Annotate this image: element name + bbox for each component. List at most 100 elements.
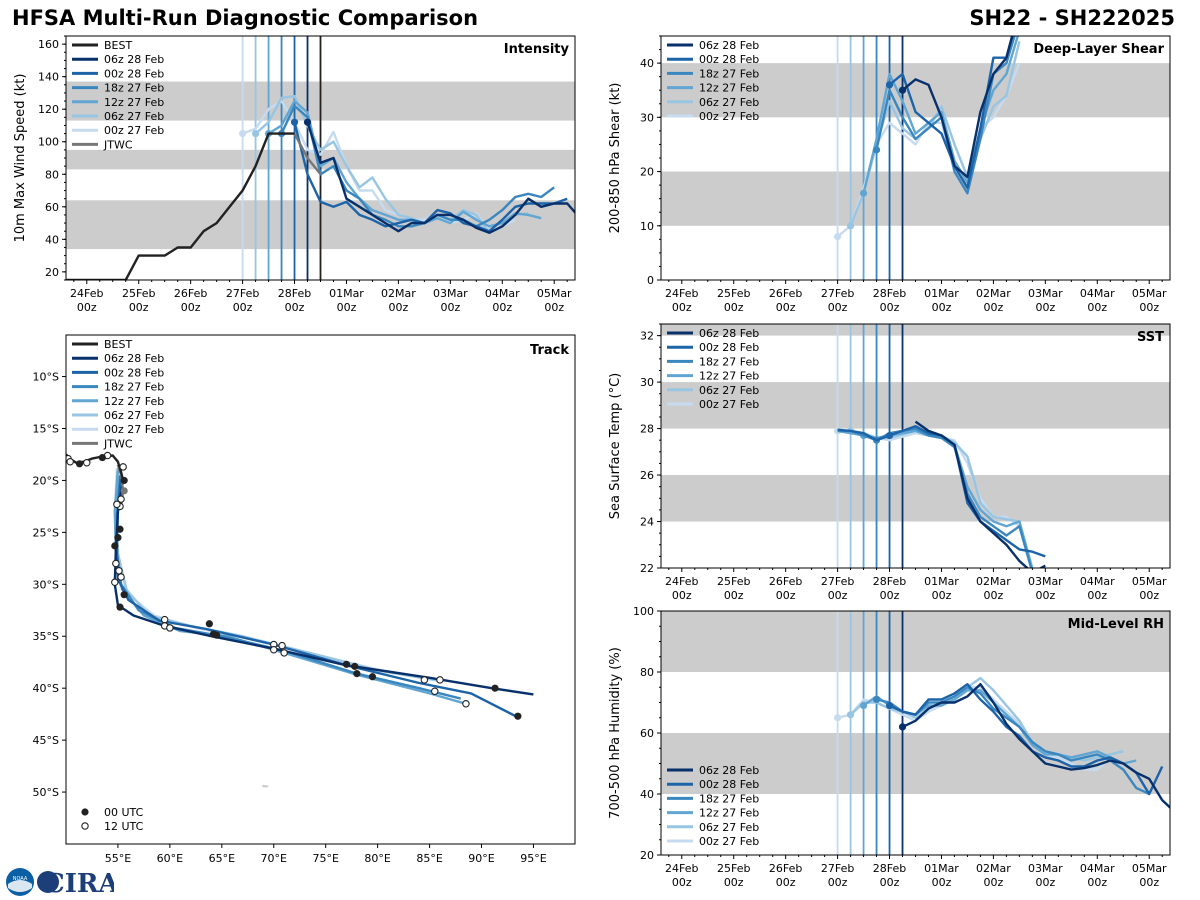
axes-frame <box>65 334 576 845</box>
init-point <box>885 701 894 710</box>
x-tick-label: 65°E <box>209 852 235 865</box>
track-point-00utc <box>116 525 124 533</box>
x-tick-label: 25Feb <box>122 287 155 300</box>
x-tick-label: 26Feb <box>769 575 802 588</box>
x-tick-label: 03Mar <box>1028 287 1063 300</box>
y-tick-label: 24 <box>640 516 654 529</box>
noaa-text: NOAA <box>13 876 28 882</box>
x-tick-label: 25Feb <box>717 575 750 588</box>
legend-label: JTWC <box>103 437 133 450</box>
legend-label: 06z 27 Feb <box>699 821 759 834</box>
legend-label: 18z 27 Feb <box>104 82 164 95</box>
x-tick-label: 00z <box>1087 301 1107 314</box>
x-tick-label: 01Mar <box>924 862 959 875</box>
track-point-00utc <box>116 603 124 611</box>
init-point <box>238 130 247 138</box>
x-tick-label: 00z <box>776 301 796 314</box>
legend-label: 18z 27 Feb <box>699 792 759 805</box>
track-point-00utc <box>205 620 213 628</box>
track-point-00utc <box>98 453 106 462</box>
x-tick-label: 03Mar <box>1028 575 1063 588</box>
track-line <box>66 453 125 481</box>
panel-title: Mid-Level RH <box>1068 617 1164 632</box>
x-tick-label: 28Feb <box>873 862 906 875</box>
track-point-12utc <box>431 687 439 696</box>
x-tick-label: 27Feb <box>821 575 854 588</box>
panel-title: Deep-Layer Shear <box>1033 42 1164 57</box>
legend-label: 00z 27 Feb <box>699 835 759 848</box>
x-tick-label: 55°E <box>105 852 131 865</box>
x-tick-label: 70°E <box>261 852 287 865</box>
track-panel: 55°E 60°E 65°E 70°E 75°E 80°E 85°E 90°E 95°E 10°S… <box>33 334 576 865</box>
y-tick-label: 40°S <box>33 682 59 695</box>
x-tick-label: 00z <box>1087 589 1107 602</box>
x-tick-label: 00z <box>880 589 900 602</box>
x-tick-label: 00z <box>1087 876 1107 889</box>
y-tick-label: 45°S <box>33 734 59 747</box>
legend-label: 00z 28 Feb <box>104 67 164 80</box>
track-point-00utc <box>114 533 122 542</box>
x-tick-label: 04Mar <box>1080 287 1115 300</box>
y-tick-label: 20 <box>640 166 654 179</box>
plot-area <box>66 36 575 280</box>
x-tick-label: 05Mar <box>1132 287 1167 300</box>
intensity-panel: 2040608010012014016024Feb00z25Feb00z26Fe… <box>13 35 576 314</box>
track-point-00utc <box>353 670 361 678</box>
x-tick-label: 80°E <box>364 852 390 865</box>
x-tick-label: 75°E <box>312 852 338 865</box>
threshold-band <box>661 382 1170 429</box>
x-tick-label: 00z <box>932 589 952 602</box>
x-tick-label: 00z <box>672 301 692 314</box>
y-tick-label: 32 <box>640 330 654 343</box>
init-point <box>859 701 868 710</box>
x-tick-label: 00z <box>984 876 1004 889</box>
x-tick-label: 00z <box>181 301 201 314</box>
init-point <box>859 189 868 197</box>
x-tick-label: 00z <box>1035 876 1055 889</box>
series-line <box>837 427 1033 568</box>
y-tick-label: 15°S <box>33 422 59 435</box>
x-tick-label: 00z <box>932 876 952 889</box>
legend-label: 12z 27 Feb <box>699 370 759 383</box>
x-tick-label: 00z <box>1139 876 1159 889</box>
track-point-12utc <box>160 615 169 624</box>
legend-label: BEST <box>104 39 132 52</box>
track-point-jtwc <box>120 487 128 495</box>
threshold-band <box>661 611 1170 672</box>
x-tick-label: 00z <box>544 301 564 314</box>
x-tick-label: 27Feb <box>821 862 854 875</box>
x-tick-label: 00z <box>776 876 796 889</box>
threshold-band <box>661 475 1170 522</box>
x-tick-label: 00z <box>440 301 460 314</box>
x-tick-label: 04Mar <box>485 287 520 300</box>
plot-area <box>661 611 1170 855</box>
track-point-00utc <box>75 460 84 468</box>
init-point <box>885 81 894 89</box>
legend-label: 00z 28 Feb <box>699 53 759 66</box>
legend-label: 06z 28 Feb <box>699 327 759 340</box>
plot-area <box>661 324 1170 568</box>
legend-label: 12z 27 Feb <box>104 395 164 408</box>
y-tick-label: 140 <box>38 71 59 84</box>
x-tick-label: 00z <box>492 301 512 314</box>
x-tick-label: 26Feb <box>174 287 207 300</box>
series-line <box>293 133 322 176</box>
y-tick-label: 50°S <box>33 786 59 799</box>
x-tick-label: 01Mar <box>924 575 959 588</box>
init-point <box>846 711 855 719</box>
track-point-12utc <box>436 676 444 684</box>
track-point-12utc <box>117 495 125 503</box>
legend-label: 00z 27 Feb <box>699 398 759 411</box>
x-tick-label: 00z <box>1035 589 1055 602</box>
legend-marker-00utc <box>81 808 89 816</box>
track-point-12utc <box>83 459 91 467</box>
x-tick-label: 85°E <box>416 852 442 865</box>
track-point-12utc <box>462 700 470 708</box>
init-point <box>303 118 312 126</box>
legend-label: 06z 28 Feb <box>699 39 759 52</box>
track-point-00utc <box>514 712 522 720</box>
legend-label: 06z 27 Feb <box>699 96 759 109</box>
track-point-12utc <box>119 463 127 471</box>
x-tick-label: 00z <box>984 301 1004 314</box>
island-shape <box>261 784 270 788</box>
